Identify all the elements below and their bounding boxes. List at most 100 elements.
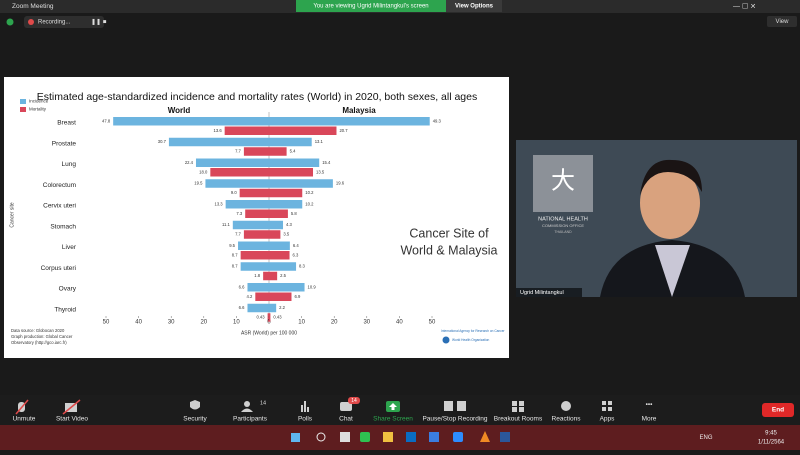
security-button[interactable]: Security xyxy=(183,400,207,423)
button-label[interactable]: Share Screen xyxy=(373,416,413,423)
x-tick-label: 20 xyxy=(200,320,207,326)
value-label: 13.6 xyxy=(214,128,223,133)
x-tick-label: 0 xyxy=(267,320,271,326)
bar xyxy=(269,158,320,167)
icon[interactable] xyxy=(340,402,352,411)
share-screen-button[interactable]: Share Screen xyxy=(373,401,413,423)
banner xyxy=(296,0,446,12)
window-controls[interactable]: — ☐ ✕ xyxy=(733,2,756,10)
reactions-button[interactable]: Reactions xyxy=(552,401,582,423)
button-label[interactable]: Security xyxy=(183,416,207,423)
chat-button[interactable]: 14 Chat xyxy=(339,397,360,423)
icon[interactable] xyxy=(241,408,253,413)
shield-icon[interactable] xyxy=(6,18,14,26)
icon[interactable] xyxy=(519,407,524,412)
icon[interactable] xyxy=(608,407,612,411)
recording-button[interactable]: Pause/Stop Recording xyxy=(422,401,488,423)
app-icon[interactable] xyxy=(480,431,490,442)
value-label: 13.3 xyxy=(214,201,223,206)
source-note: Data source: Globocan 2020 xyxy=(11,328,65,333)
button-label[interactable]: Breakout Rooms xyxy=(494,416,543,423)
pause-icon[interactable]: ❚❚ ■ xyxy=(91,19,107,26)
icon[interactable] xyxy=(444,401,453,411)
icon[interactable] xyxy=(512,401,517,406)
video-button[interactable]: Start Video xyxy=(56,399,88,423)
search-icon[interactable] xyxy=(316,432,326,442)
icon[interactable] xyxy=(301,405,303,412)
category-label: Lung xyxy=(62,161,77,168)
start-icon[interactable] xyxy=(291,433,300,442)
bar xyxy=(240,262,269,271)
app-icon[interactable] xyxy=(340,432,350,442)
button-label[interactable]: Chat xyxy=(339,416,353,423)
app-icon[interactable] xyxy=(500,432,510,442)
chat-badge[interactable] xyxy=(348,397,360,404)
apps-button[interactable]: Apps xyxy=(600,401,616,423)
app-icon[interactable] xyxy=(453,432,463,442)
icon[interactable] xyxy=(244,401,250,407)
view-text[interactable]: View xyxy=(776,19,790,25)
app-icon[interactable] xyxy=(383,432,393,442)
view-options-text[interactable]: View Options xyxy=(455,4,494,10)
app-icon[interactable] xyxy=(429,432,439,442)
banner-text: You are viewing Ugrid Milintangkul's scr… xyxy=(313,4,428,10)
button-label[interactable]: More xyxy=(642,416,657,423)
app-icon[interactable] xyxy=(360,432,370,442)
button-label[interactable]: Start Video xyxy=(56,416,88,423)
icon[interactable] xyxy=(608,401,612,405)
value-label: 47.8 xyxy=(102,118,111,123)
button-label[interactable]: Unmute xyxy=(13,416,36,423)
bar xyxy=(245,209,269,218)
bar xyxy=(210,168,269,177)
button-label[interactable]: Polls xyxy=(298,416,313,423)
app-icon[interactable] xyxy=(406,432,416,442)
breakout-button[interactable]: Breakout Rooms xyxy=(494,401,543,423)
more-button[interactable]: ••• More xyxy=(642,402,657,423)
clock-time[interactable]: 9:45 xyxy=(765,431,777,437)
taskbar-icons[interactable] xyxy=(291,431,510,442)
icon[interactable] xyxy=(389,403,397,410)
icon[interactable]: ••• xyxy=(646,402,654,409)
bar xyxy=(269,168,314,177)
chat-badge-count[interactable]: 14 xyxy=(351,398,357,404)
language[interactable]: ENG xyxy=(699,435,712,441)
bar xyxy=(269,126,337,135)
bar xyxy=(238,241,269,250)
icon[interactable] xyxy=(602,407,606,411)
bar xyxy=(205,179,269,188)
bar xyxy=(239,188,269,198)
video-slash[interactable] xyxy=(62,399,81,415)
category-label: Breast xyxy=(57,120,76,127)
unmute-button[interactable]: Unmute xyxy=(13,399,36,423)
icon[interactable] xyxy=(561,401,571,411)
icon[interactable] xyxy=(602,401,606,405)
clock-date[interactable]: 1/11/2564 xyxy=(758,440,785,446)
button-label[interactable]: Pause/Stop Recording xyxy=(422,416,487,423)
view-options[interactable] xyxy=(446,0,502,12)
icon[interactable] xyxy=(519,401,524,406)
button-label[interactable]: Participants xyxy=(233,416,268,423)
value-label: 11.1 xyxy=(222,222,231,227)
button-label[interactable]: Apps xyxy=(600,416,616,423)
logo-text: World Health Organization xyxy=(452,338,490,342)
icon[interactable] xyxy=(304,401,306,412)
bar xyxy=(269,283,305,292)
recording-pill xyxy=(24,16,104,28)
end-label[interactable]: End xyxy=(772,407,784,414)
participant-name: Ugrid Milintangkul xyxy=(520,290,564,296)
icon[interactable] xyxy=(457,401,466,411)
mute-slash[interactable] xyxy=(15,399,29,415)
value-label: 5.4 xyxy=(290,149,296,154)
participants-count[interactable]: 14 xyxy=(260,400,266,406)
icon[interactable] xyxy=(190,400,200,410)
icon[interactable] xyxy=(307,407,309,412)
bar xyxy=(269,271,278,281)
icon[interactable] xyxy=(512,407,517,412)
button-label[interactable]: Reactions xyxy=(552,416,582,423)
view-button[interactable] xyxy=(767,16,797,27)
end-button[interactable] xyxy=(762,403,794,417)
legend-label: Incidence xyxy=(29,99,49,104)
participants-button[interactable]: 14 Participants xyxy=(233,400,268,422)
value-label: 18.0 xyxy=(199,169,208,174)
polls-button[interactable]: Polls xyxy=(298,401,313,423)
